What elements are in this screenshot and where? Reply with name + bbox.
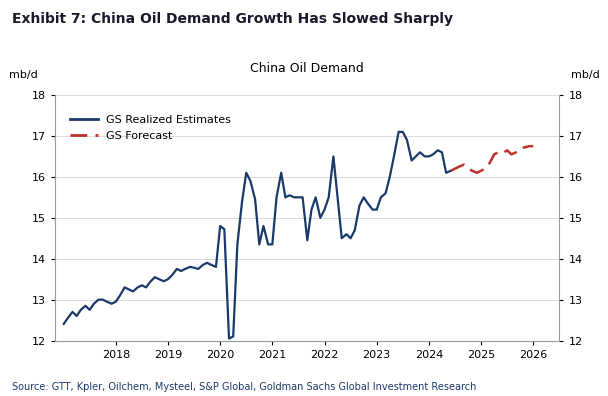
Text: mb/d: mb/d — [571, 70, 599, 80]
Text: China Oil Demand: China Oil Demand — [250, 63, 364, 75]
Legend: GS Realized Estimates, GS Forecast: GS Realized Estimates, GS Forecast — [65, 110, 236, 145]
Text: Source: GTT, Kpler, Oilchem, Mysteel, S&P Global, Goldman Sachs Global Investmen: Source: GTT, Kpler, Oilchem, Mysteel, S&… — [12, 382, 477, 392]
Text: Exhibit 7: China Oil Demand Growth Has Slowed Sharply: Exhibit 7: China Oil Demand Growth Has S… — [12, 12, 453, 26]
Text: mb/d: mb/d — [9, 70, 38, 80]
